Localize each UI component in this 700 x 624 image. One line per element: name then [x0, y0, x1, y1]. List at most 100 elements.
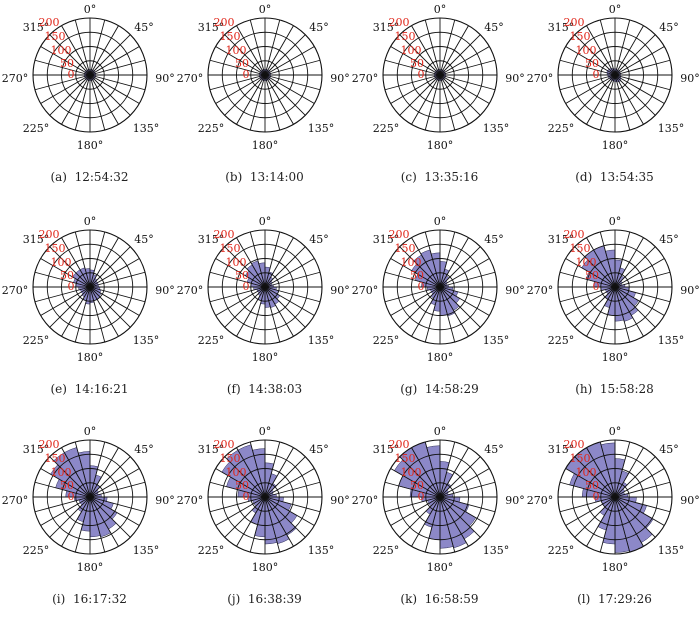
radial-tick-label: 50 — [60, 57, 74, 70]
grid-spoke — [89, 34, 131, 76]
grid-spoke — [264, 496, 315, 526]
angle-tick-label: 135° — [308, 122, 335, 135]
grid-spoke — [586, 447, 616, 498]
grid-spoke — [614, 286, 665, 316]
radial-tick-label: 100 — [226, 44, 247, 57]
angle-tick-label: 135° — [483, 544, 510, 557]
angle-tick-label: 0° — [84, 425, 97, 438]
grid-spoke — [399, 74, 441, 116]
grid-spoke — [424, 19, 441, 76]
grid-spoke — [209, 74, 266, 91]
grid-spoke — [439, 286, 456, 343]
grid-spoke — [390, 74, 441, 104]
radial-tick-label: 100 — [226, 256, 247, 269]
grid-spoke — [614, 496, 665, 526]
grid-spoke — [439, 481, 496, 498]
grid-spoke — [89, 46, 140, 76]
angle-tick-label: 180° — [77, 351, 104, 364]
grid-spoke — [74, 286, 91, 343]
radial-tick-label: 100 — [576, 466, 597, 479]
grid-spoke — [215, 258, 266, 288]
radial-tick-label: 100 — [401, 256, 422, 269]
grid-spoke — [614, 468, 665, 498]
radial-tick-label: 100 — [226, 466, 247, 479]
grid-spoke — [61, 286, 91, 337]
grid-spoke — [40, 258, 91, 288]
grid-spoke — [215, 46, 266, 76]
angle-tick-label: 45° — [484, 233, 504, 246]
radial-tick-label: 150 — [570, 452, 591, 465]
angle-tick-label: 225° — [373, 544, 400, 557]
grid-spoke — [586, 74, 616, 125]
grid-spoke — [574, 74, 616, 116]
grid-spoke — [89, 246, 131, 288]
grid-spoke — [89, 286, 106, 343]
radial-tick-label: 50 — [410, 479, 424, 492]
angle-tick-label: 45° — [134, 443, 154, 456]
angle-tick-label: 135° — [133, 122, 160, 135]
grid-spoke — [424, 74, 441, 131]
angle-tick-label: 270° — [2, 284, 29, 297]
angle-tick-label: 225° — [198, 122, 225, 135]
grid-spoke — [439, 246, 481, 288]
radial-tick-label: 0 — [68, 490, 75, 503]
grid-spoke — [89, 286, 140, 316]
grid-spoke — [209, 496, 266, 513]
angle-tick-label: 225° — [23, 122, 50, 135]
grid-spoke — [264, 231, 281, 288]
grid-spoke — [264, 468, 315, 498]
radial-tick-label: 0 — [593, 280, 600, 293]
grid-spoke — [74, 231, 91, 288]
grid-spoke — [439, 456, 481, 498]
angle-tick-label: 225° — [548, 334, 575, 347]
angle-tick-label: 45° — [309, 443, 329, 456]
grid-spoke — [439, 74, 490, 104]
angle-tick-label: 135° — [133, 334, 160, 347]
grid-spoke — [614, 456, 656, 498]
radial-tick-label: 100 — [51, 256, 72, 269]
grid-spoke — [614, 231, 631, 288]
angle-tick-label: 180° — [77, 139, 104, 152]
grid-spoke — [559, 481, 616, 498]
angle-tick-label: 315° — [373, 233, 400, 246]
grid-spoke — [264, 74, 294, 125]
grid-spoke — [89, 74, 119, 125]
grid-spoke — [40, 496, 91, 526]
grid-spoke — [89, 447, 119, 498]
grid-spoke — [614, 481, 671, 498]
grid-spoke — [236, 25, 266, 76]
radial-tick-label: 200 — [214, 16, 235, 29]
grid-spoke — [614, 496, 644, 547]
grid-spoke — [614, 74, 644, 125]
polar-panel: 0° 45° 90° 135° 180° 225° 270° 315° 0 50 100 150 200… — [352, 0, 527, 202]
grid-spoke — [586, 237, 616, 288]
angle-tick-label: 270° — [352, 284, 379, 297]
angle-tick-label: 180° — [602, 351, 629, 364]
grid-spoke — [224, 286, 266, 328]
grid-spoke — [439, 496, 469, 547]
radial-tick-label: 200 — [564, 438, 585, 451]
grid-spoke — [49, 286, 91, 328]
angle-tick-label: 0° — [84, 215, 97, 228]
grid-spoke — [236, 496, 266, 547]
angle-tick-label: 225° — [548, 122, 575, 135]
grid-spoke — [439, 74, 456, 131]
radial-tick-label: 50 — [585, 479, 599, 492]
grid-spoke — [614, 496, 631, 553]
grid-spoke — [390, 46, 441, 76]
grid-spoke — [439, 237, 469, 288]
grid-spoke — [599, 231, 616, 288]
grid-spoke — [399, 496, 441, 538]
angle-tick-label: 90° — [680, 72, 700, 85]
radial-tick-label: 100 — [576, 44, 597, 57]
grid-spoke — [384, 59, 441, 76]
grid-spoke — [89, 496, 131, 538]
grid-spoke — [89, 286, 119, 337]
grid-spoke — [215, 496, 266, 526]
polar-panel: 0° 45° 90° 135° 180° 225° 270° 315° 0 50 100 150 200… — [2, 212, 177, 414]
radial-tick-label: 200 — [564, 228, 585, 241]
grid-spoke — [574, 34, 616, 76]
radial-tick-label: 200 — [389, 16, 410, 29]
grid-spoke — [399, 286, 441, 328]
